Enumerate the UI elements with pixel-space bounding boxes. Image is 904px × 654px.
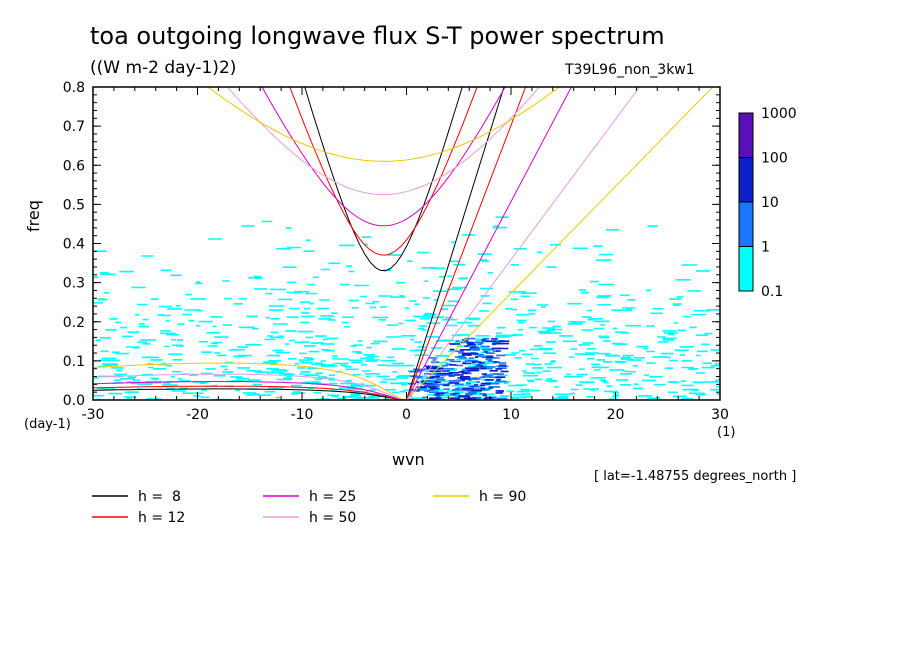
chart-title: toa outgoing longwave flux S-T power spe… bbox=[90, 22, 665, 50]
colorbar-label: 100 bbox=[761, 151, 788, 167]
colorbar: 0.1 1 10 100 1000 bbox=[738, 106, 797, 300]
rossby-curve-h90 bbox=[93, 362, 407, 400]
x-tick-label: -30 bbox=[82, 407, 105, 423]
x-axis-unit: (1) bbox=[717, 425, 736, 440]
y-tick-label: 0.5 bbox=[63, 197, 85, 213]
colorbar-label: 10 bbox=[761, 195, 779, 211]
latitude-note: [ lat=-1.48755 degrees_north ] bbox=[594, 469, 797, 484]
colorbar-segment bbox=[738, 246, 754, 292]
y-tick-label: 0.2 bbox=[63, 315, 85, 331]
legend-label: h = 25 bbox=[309, 489, 356, 505]
x-tick-label: 0 bbox=[402, 407, 411, 423]
ig-curve-h25 bbox=[261, 87, 506, 227]
spectrum-cyan-band bbox=[93, 216, 720, 400]
spectrum-blue-band bbox=[407, 337, 509, 400]
x-tick-label: 10 bbox=[502, 407, 520, 423]
colorbar-segment bbox=[738, 201, 754, 247]
kelvin-line-h25 bbox=[406, 87, 572, 400]
rossby-curve-h50 bbox=[93, 373, 407, 400]
legend-label: h = 8 bbox=[138, 489, 181, 505]
axis-ticks: -30 -20 -10 0 10 20 30 0.0 0.1 0.2 0.3 0.4 0.5 0.6 0.7… bbox=[63, 80, 729, 423]
y-tick-label: 0.6 bbox=[63, 158, 85, 174]
y-tick-label: 0.3 bbox=[63, 276, 85, 292]
legend-label: h = 50 bbox=[309, 510, 356, 526]
spectrum-dark-band bbox=[408, 338, 510, 400]
y-tick-label: 0.8 bbox=[63, 80, 85, 96]
colorbar-label: 0.1 bbox=[761, 284, 783, 300]
kelvin-line-h8 bbox=[406, 87, 505, 400]
ig-curve-h12 bbox=[289, 87, 478, 256]
x-tick-label: -20 bbox=[186, 407, 209, 423]
x-tick-label: -10 bbox=[291, 407, 314, 423]
colorbar-segment bbox=[738, 112, 754, 158]
x-tick-label: 30 bbox=[711, 407, 729, 423]
x-tick-label: 20 bbox=[607, 407, 625, 423]
y-tick-label: 0.0 bbox=[63, 393, 85, 409]
colorbar-label: 1000 bbox=[761, 106, 797, 122]
rossby-curve-h8 bbox=[93, 388, 407, 400]
y-tick-label: 0.1 bbox=[63, 354, 85, 370]
rossby-curve-h12 bbox=[93, 385, 407, 400]
colorbar-label: 1 bbox=[761, 240, 770, 256]
y-axis-unit: (day-1) bbox=[24, 417, 71, 432]
rossby-curve-h25 bbox=[93, 381, 407, 400]
y-tick-label: 0.7 bbox=[63, 119, 85, 135]
spectrum-shading bbox=[93, 216, 720, 400]
run-label: T39L96_non_3kw1 bbox=[565, 62, 695, 78]
kelvin-line-h50 bbox=[406, 87, 641, 400]
x-axis-label: wvn bbox=[392, 450, 425, 469]
legend-label: h = 12 bbox=[138, 510, 185, 526]
kelvin-line-h12 bbox=[406, 87, 527, 400]
legend: h = 8 h = 12 h = 25 h = 50 h = 90 bbox=[92, 489, 526, 526]
plot-frame bbox=[92, 86, 721, 401]
ig-curve-h50 bbox=[226, 87, 541, 196]
ig-curve-h8 bbox=[304, 87, 463, 272]
y-tick-label: 0.4 bbox=[63, 237, 85, 253]
ig-curve-h90 bbox=[206, 87, 561, 162]
dispersion-curves bbox=[93, 87, 714, 400]
colorbar-segment bbox=[738, 157, 754, 203]
legend-label: h = 90 bbox=[479, 489, 526, 505]
chart-subtitle: ((W m-2 day-1)2) bbox=[90, 58, 237, 78]
kelvin-line-h90 bbox=[406, 87, 714, 400]
